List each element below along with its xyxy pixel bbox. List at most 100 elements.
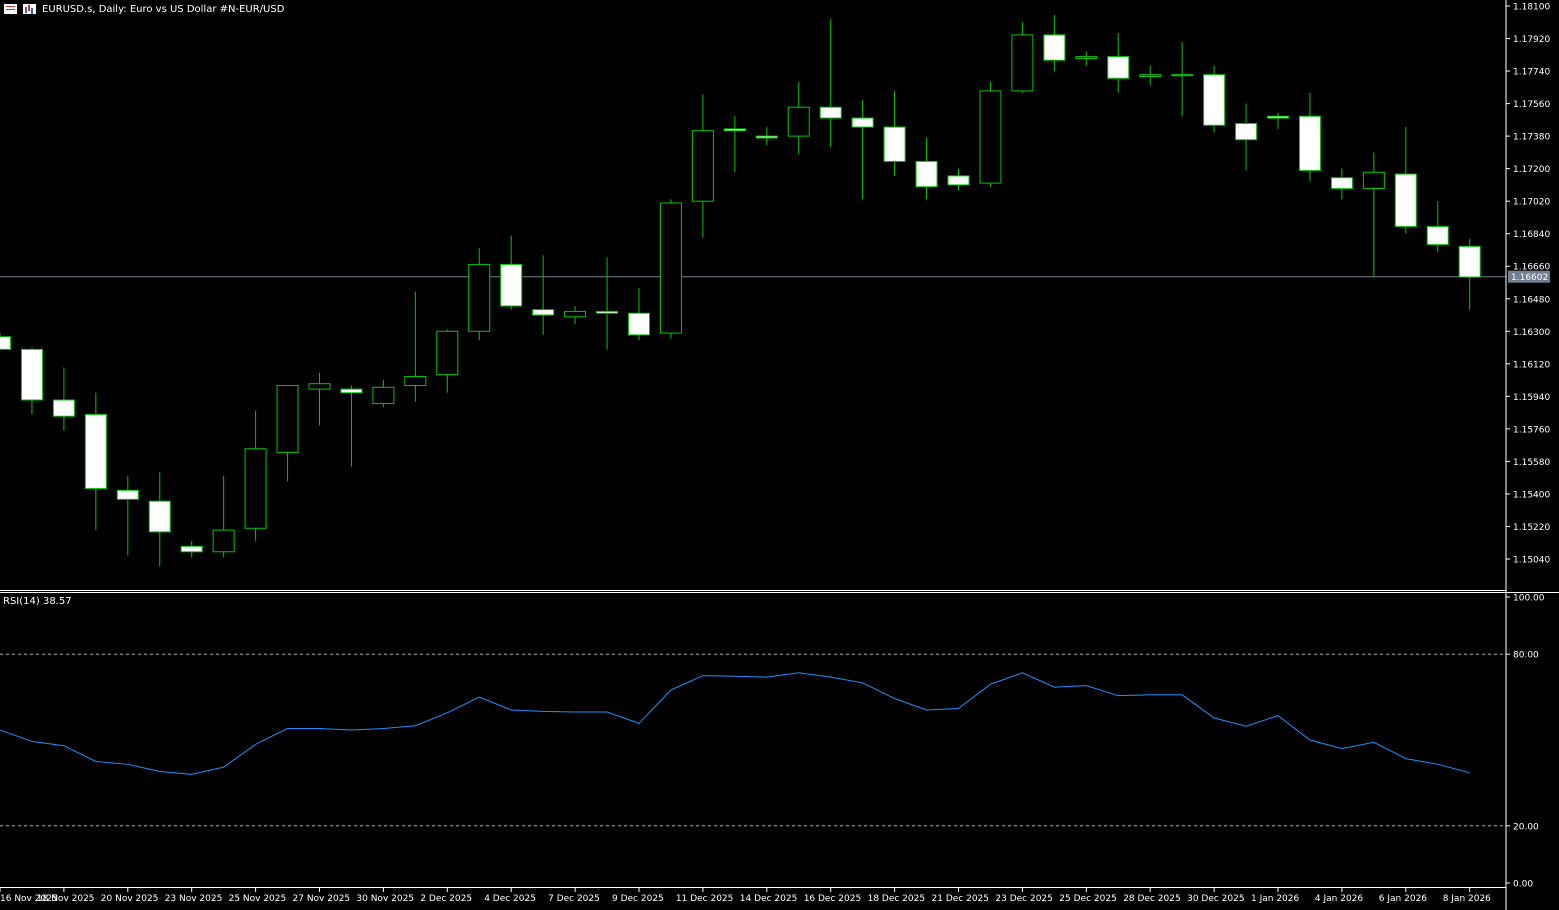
candle-body — [1043, 34, 1066, 61]
candle — [819, 18, 842, 147]
candle — [244, 410, 267, 541]
price-tick-label: 1.16840 — [1513, 230, 1550, 240]
candle — [116, 475, 139, 556]
price-tick-label: 1.17020 — [1513, 198, 1550, 208]
candle-body — [1139, 74, 1162, 77]
time-tick-label: 16 Dec 2025 — [804, 894, 862, 904]
candle-body — [979, 90, 1002, 184]
price-tick-label: 1.15220 — [1513, 523, 1550, 533]
price-tick-label: 1.16660 — [1513, 263, 1550, 273]
time-tick-label: 4 Jan 2026 — [1315, 894, 1363, 904]
candle — [883, 90, 906, 176]
time-tick-label: 8 Jan 2026 — [1443, 894, 1491, 904]
candle-body — [244, 448, 267, 529]
candle-body — [0, 336, 11, 350]
time-tick-label: 9 Dec 2025 — [612, 894, 664, 904]
rsi-tick-label: 20.00 — [1513, 822, 1539, 832]
candle-body — [659, 202, 682, 334]
time-tick-label: 18 Dec 2025 — [868, 894, 926, 904]
time-tick-label: 27 Nov 2025 — [293, 894, 351, 904]
current-price-tag — [1508, 270, 1550, 283]
time-tick-label: 11 Dec 2025 — [676, 894, 734, 904]
candle — [84, 392, 107, 531]
menu-icon[interactable] — [4, 4, 17, 14]
time-tick-label: 28 Dec 2025 — [1123, 894, 1181, 904]
candle-body — [723, 128, 746, 132]
time-tick-label: 18 Nov 2025 — [37, 894, 95, 904]
candle-body — [947, 175, 970, 186]
candle — [596, 257, 619, 350]
candle — [947, 168, 970, 191]
candle-body — [851, 117, 874, 128]
time-tick-label: 25 Dec 2025 — [1059, 894, 1117, 904]
candle — [500, 235, 523, 310]
candle-body — [1235, 122, 1258, 141]
candle-body — [755, 135, 778, 139]
time-tick-label: 25 Nov 2025 — [229, 894, 287, 904]
time-tick-label: 4 Dec 2025 — [484, 894, 536, 904]
candle — [691, 94, 714, 238]
candle — [1139, 65, 1162, 86]
candle-body — [596, 310, 619, 314]
price-tick-label: 1.18100 — [1513, 3, 1550, 13]
candle-body — [372, 386, 395, 405]
time-tick-label: 20 Nov 2025 — [101, 894, 159, 904]
candle — [1043, 15, 1066, 72]
candles-group — [0, 15, 1506, 567]
candle — [628, 287, 650, 341]
time-tick-label: 14 Dec 2025 — [740, 894, 798, 904]
candle — [1458, 239, 1481, 310]
candle-body — [1203, 74, 1226, 126]
candle-body — [52, 399, 75, 417]
rsi-label: RSI(14) 38.57 — [3, 596, 72, 607]
candle-body — [404, 375, 427, 387]
candle-body — [787, 106, 810, 137]
candle-body — [116, 489, 139, 500]
candle — [787, 81, 810, 155]
candle — [1235, 103, 1258, 171]
rsi-group — [0, 653, 1506, 827]
time-tick-label: 2 Dec 2025 — [420, 894, 472, 904]
candle — [52, 367, 75, 431]
candle-body — [308, 383, 331, 390]
candle — [1171, 42, 1194, 117]
chart-type-icon[interactable] — [23, 4, 36, 14]
candle — [148, 472, 171, 567]
candle — [1267, 112, 1289, 129]
candle — [1394, 127, 1417, 234]
candle — [0, 333, 11, 350]
price-tick-label: 1.16300 — [1513, 328, 1550, 338]
candle-body — [340, 388, 363, 394]
candle-body — [148, 500, 171, 533]
time-tick-label: 1 Jan 2026 — [1251, 894, 1299, 904]
candle-body — [564, 310, 587, 318]
price-tick-label: 1.16480 — [1513, 295, 1550, 305]
candle-body — [883, 126, 906, 162]
candle-body — [1426, 225, 1449, 246]
candle-body — [468, 263, 491, 332]
time-tick-label: 6 Jan 2026 — [1379, 894, 1427, 904]
rsi-tick-label: 80.00 — [1513, 651, 1539, 661]
price-tick-label: 1.17560 — [1513, 100, 1550, 110]
candle-body — [1330, 177, 1353, 190]
candle — [340, 385, 363, 467]
rsi-tick-label: 0.00 — [1513, 880, 1533, 890]
candle-body — [1298, 115, 1321, 171]
price-tick-label: 1.16120 — [1513, 360, 1550, 370]
candle — [180, 540, 203, 558]
candle — [436, 329, 459, 393]
time-tick-label: 16 Nov 2025 — [0, 894, 58, 904]
candle — [1362, 152, 1385, 278]
candle — [1330, 168, 1353, 200]
candle — [851, 99, 874, 200]
candle — [468, 248, 491, 341]
candle — [20, 347, 43, 415]
candle-body — [212, 529, 235, 553]
candle-body — [500, 263, 523, 307]
price-tick-label: 1.15400 — [1513, 490, 1550, 500]
candle-body — [532, 309, 555, 316]
candle-body — [276, 385, 299, 453]
price-tick-label: 1.15940 — [1513, 393, 1550, 403]
